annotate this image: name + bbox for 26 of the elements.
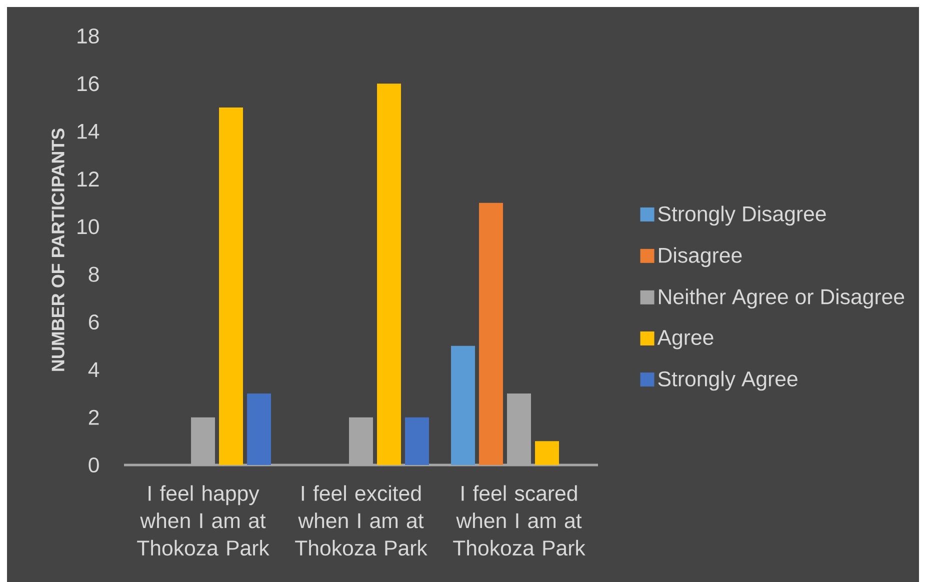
y-tick-label: 14 xyxy=(78,124,100,139)
x-tick-label: I feel excited when I am at Thokoza Park xyxy=(295,485,428,556)
bar xyxy=(219,108,244,465)
y-tick-label: 8 xyxy=(88,266,99,282)
legend-label: Neither Agree or Disagree xyxy=(659,288,904,309)
y-tick-label: 12 xyxy=(78,172,99,186)
y-tick-label: 18 xyxy=(78,28,99,44)
y-tick-label: 10 xyxy=(78,219,99,234)
y-tick-label: 4 xyxy=(88,362,100,377)
y-tick-label: 0 xyxy=(88,457,99,473)
legend-label: Agree xyxy=(657,330,714,350)
y-tick-label: 6 xyxy=(88,314,99,330)
y-tick-label: 2 xyxy=(88,410,99,425)
bar xyxy=(377,84,401,465)
bar xyxy=(451,346,475,465)
y-tick-label: 16 xyxy=(78,76,99,92)
x-tick-label: I feel happy when I am at Thokoza Park xyxy=(137,485,270,556)
y-axis-title: NUMBER OF PARTICIPANTS xyxy=(52,128,64,371)
bar xyxy=(247,393,272,465)
legend-label: Disagree xyxy=(659,247,742,268)
bar xyxy=(535,441,559,465)
legend-label: Strongly Disagree xyxy=(658,206,826,226)
bar xyxy=(405,417,429,465)
x-tick-label: I feel scared when I am at Thokoza Park xyxy=(453,485,586,556)
legend-label: Strongly Agree xyxy=(658,370,798,391)
bar xyxy=(479,202,503,465)
